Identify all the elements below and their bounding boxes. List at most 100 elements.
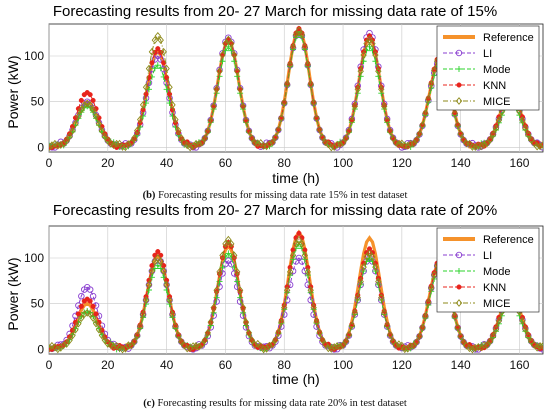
mode-point: [219, 58, 226, 65]
mice-point: [84, 308, 91, 317]
mice-point: [301, 43, 309, 52]
mice-point: [110, 141, 117, 150]
mice-point: [107, 139, 114, 148]
mice-point: [398, 341, 406, 350]
mice-point: [354, 85, 361, 94]
li-point: [78, 292, 85, 300]
mice-point: [95, 119, 103, 128]
mode-point: [456, 268, 462, 274]
mice-point: [222, 239, 229, 248]
mice-point: [186, 344, 194, 352]
mice-point: [122, 344, 129, 353]
mice-point: [431, 66, 438, 75]
mice-point: [281, 303, 288, 312]
mice-point: [101, 336, 109, 345]
mice-point: [186, 143, 194, 152]
x-tick-label: 140: [451, 156, 471, 170]
mice-point: [307, 286, 314, 295]
x-axis-label: time (h): [272, 371, 319, 387]
mice-point: [86, 101, 94, 110]
knn-point: [287, 264, 293, 270]
mice-point: [451, 312, 458, 321]
mice-point: [254, 139, 261, 148]
mice-point: [495, 316, 503, 325]
knn-point: [155, 249, 161, 255]
mice-point: [275, 328, 282, 337]
mice-point: [333, 140, 341, 149]
mice-point: [260, 345, 267, 354]
mice-point: [530, 341, 538, 349]
li-point: [86, 286, 94, 293]
mice-point: [525, 130, 532, 139]
mice-point: [181, 138, 188, 147]
mice-point: [210, 303, 217, 312]
mice-point: [378, 85, 385, 94]
mice-point: [57, 141, 64, 149]
mice-point: [295, 235, 303, 244]
x-tick-label: 120: [392, 358, 412, 372]
mice-point: [375, 67, 382, 76]
mice-point: [269, 138, 276, 147]
li-point: [283, 296, 291, 304]
mice-point: [342, 337, 350, 346]
legend-label: MICE: [483, 298, 511, 310]
mice-point: [372, 263, 379, 272]
mice-point: [422, 312, 429, 321]
mice-point: [298, 30, 306, 39]
mice-point: [536, 142, 543, 151]
mice-point: [539, 341, 543, 350]
mice-point: [519, 116, 526, 125]
mice-point: [98, 126, 106, 135]
mice-point: [292, 30, 300, 39]
mice-point: [172, 115, 179, 124]
knn-point: [72, 319, 79, 325]
mice-point: [286, 60, 294, 69]
mice-point: [331, 343, 338, 351]
mice-point: [169, 100, 176, 109]
mice-point: [66, 336, 73, 345]
mice-point: [166, 296, 173, 305]
mice-point: [54, 141, 62, 150]
mice-point: [381, 308, 388, 317]
mice-point: [404, 141, 411, 150]
mice-point: [498, 107, 506, 116]
mice-point: [416, 129, 423, 138]
mice-point: [489, 130, 497, 139]
mice-point: [225, 35, 232, 44]
x-axis-label: time (h): [272, 170, 319, 186]
legend-label: KNN: [483, 80, 506, 92]
x-tick-label: 20: [101, 156, 115, 170]
mice-point: [292, 239, 300, 248]
mice-point: [148, 267, 156, 275]
x-tick-label: 100: [333, 156, 353, 170]
mice-point: [486, 135, 494, 144]
mode-point: [360, 268, 367, 275]
mice-point: [204, 127, 211, 136]
mice-point: [407, 342, 414, 351]
mice-point: [395, 140, 403, 149]
mice-point: [398, 139, 406, 148]
mice-point: [486, 337, 494, 346]
mice-point: [316, 328, 323, 337]
mice-point: [148, 47, 156, 56]
mice-point: [428, 284, 435, 292]
mice-point: [78, 314, 85, 323]
mice-point: [134, 331, 141, 340]
legend-box: [436, 25, 540, 111]
mice-point: [472, 344, 479, 352]
mice-point: [49, 343, 53, 352]
mice-point: [489, 332, 497, 341]
mice-point: [336, 140, 344, 149]
mice-point: [345, 127, 353, 136]
mice-point: [419, 323, 426, 332]
x-tick-label: 80: [278, 156, 292, 170]
mice-point: [286, 267, 294, 276]
x-tick-label: 60: [219, 358, 233, 372]
mice-point: [481, 140, 488, 149]
mice-point: [422, 109, 429, 118]
mice-point: [201, 134, 209, 143]
mice-point: [136, 115, 144, 124]
knn-point: [366, 246, 373, 252]
mice-point: [101, 132, 109, 141]
y-tick-label: 50: [31, 95, 45, 109]
